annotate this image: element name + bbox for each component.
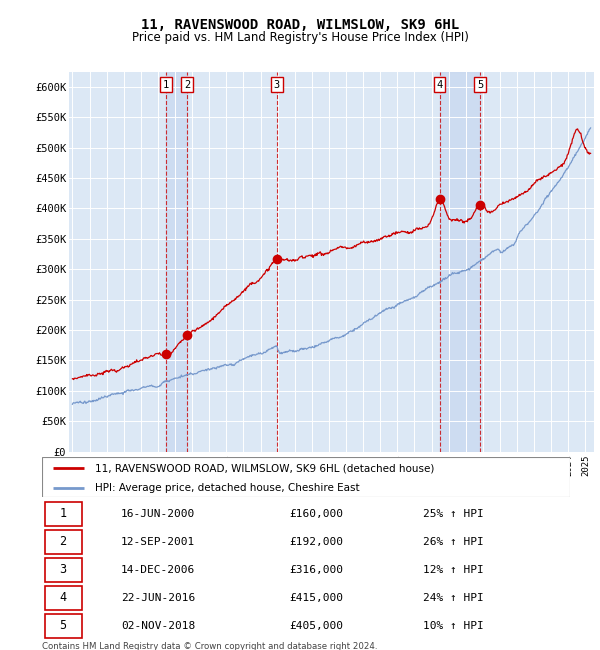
Bar: [440, 72, 480, 452]
Bar: [44, 558, 82, 582]
Text: 5: 5: [477, 80, 483, 90]
Text: £160,000: £160,000: [290, 509, 344, 519]
Bar: [166, 72, 187, 452]
Text: Price paid vs. HM Land Registry's House Price Index (HPI): Price paid vs. HM Land Registry's House …: [131, 31, 469, 44]
Text: HPI: Average price, detached house, Cheshire East: HPI: Average price, detached house, Ches…: [95, 484, 359, 493]
Text: 12% ↑ HPI: 12% ↑ HPI: [424, 565, 484, 575]
Text: £415,000: £415,000: [290, 593, 344, 603]
Text: Contains HM Land Registry data © Crown copyright and database right 2024.
This d: Contains HM Land Registry data © Crown c…: [42, 642, 377, 650]
Text: £192,000: £192,000: [290, 537, 344, 547]
Text: 26% ↑ HPI: 26% ↑ HPI: [424, 537, 484, 547]
Text: 1: 1: [59, 507, 67, 520]
Text: 10% ↑ HPI: 10% ↑ HPI: [424, 621, 484, 630]
Text: 12-SEP-2001: 12-SEP-2001: [121, 537, 195, 547]
Bar: [44, 614, 82, 638]
Text: 14-DEC-2006: 14-DEC-2006: [121, 565, 195, 575]
Text: 3: 3: [59, 563, 67, 577]
Text: 11, RAVENSWOOD ROAD, WILMSLOW, SK9 6HL: 11, RAVENSWOOD ROAD, WILMSLOW, SK9 6HL: [141, 18, 459, 32]
Text: £316,000: £316,000: [290, 565, 344, 575]
Text: 2: 2: [59, 536, 67, 549]
Text: £405,000: £405,000: [290, 621, 344, 630]
Text: 5: 5: [59, 619, 67, 632]
Bar: [44, 586, 82, 610]
Text: 16-JUN-2000: 16-JUN-2000: [121, 509, 195, 519]
Text: 25% ↑ HPI: 25% ↑ HPI: [424, 509, 484, 519]
Bar: [44, 530, 82, 554]
Text: 22-JUN-2016: 22-JUN-2016: [121, 593, 195, 603]
Text: 4: 4: [436, 80, 443, 90]
Text: 3: 3: [274, 80, 280, 90]
Text: 4: 4: [59, 592, 67, 604]
Text: 2: 2: [184, 80, 190, 90]
Text: 11, RAVENSWOOD ROAD, WILMSLOW, SK9 6HL (detached house): 11, RAVENSWOOD ROAD, WILMSLOW, SK9 6HL (…: [95, 463, 434, 473]
Text: 24% ↑ HPI: 24% ↑ HPI: [424, 593, 484, 603]
Bar: [44, 502, 82, 526]
Text: 02-NOV-2018: 02-NOV-2018: [121, 621, 195, 630]
Text: 1: 1: [163, 80, 169, 90]
